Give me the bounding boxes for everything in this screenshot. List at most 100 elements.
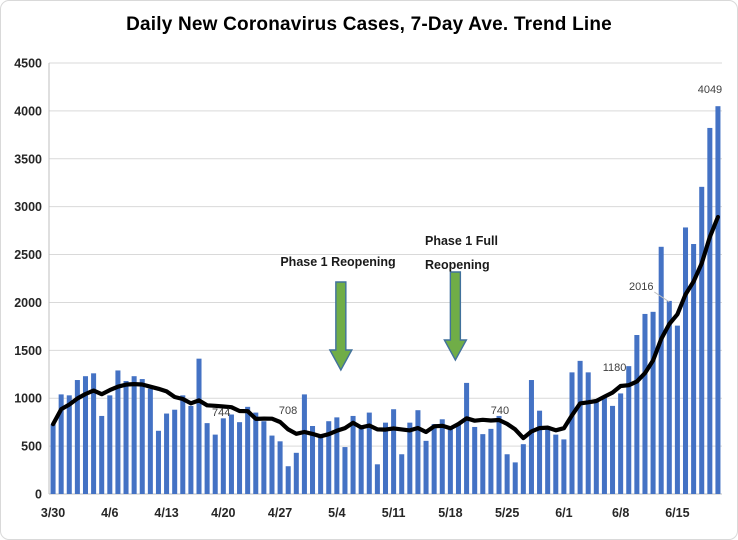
- bar: [115, 370, 121, 494]
- bar: [545, 425, 551, 494]
- x-axis-label: 4/20: [211, 506, 235, 520]
- x-axis-label: 6/8: [612, 506, 629, 520]
- y-axis-label: 500: [21, 440, 42, 454]
- chart-title: Daily New Coronavirus Cases, 7-Day Ave. …: [126, 14, 612, 35]
- y-axis-label: 1000: [14, 392, 42, 406]
- bar: [626, 366, 632, 494]
- y-axis-label: 2500: [14, 248, 42, 262]
- bar: [180, 395, 186, 494]
- bar: [423, 440, 429, 494]
- bar: [269, 435, 275, 494]
- bar: [618, 393, 624, 494]
- bar: [245, 406, 251, 494]
- bar: [293, 452, 299, 494]
- x-axis-label: 5/25: [495, 506, 519, 520]
- bar: [512, 462, 518, 494]
- bar: [131, 376, 137, 494]
- value-label: 4049: [698, 84, 722, 96]
- x-axis-label: 4/6: [101, 506, 118, 520]
- value-label: 2016: [629, 281, 653, 293]
- value-label: 740: [491, 405, 509, 417]
- bar: [537, 410, 543, 494]
- bar: [196, 358, 202, 494]
- bar: [488, 428, 494, 494]
- bar: [326, 421, 332, 494]
- bar: [658, 246, 664, 494]
- bar: [650, 311, 656, 494]
- x-axis-label: 5/18: [438, 506, 462, 520]
- annotation-label: Reopening: [425, 258, 490, 272]
- bar: [107, 395, 113, 494]
- bar: [350, 415, 356, 494]
- bar: [366, 412, 372, 494]
- x-axis-label: 4/27: [268, 506, 292, 520]
- x-axis-label: 6/1: [555, 506, 572, 520]
- bar: [691, 244, 697, 494]
- bar: [496, 415, 502, 494]
- value-label: 708: [279, 405, 297, 417]
- bar: [188, 405, 194, 494]
- annotations: Phase 1 Reopening Phase 1 Full Reopening: [280, 234, 498, 372]
- bar: [374, 464, 380, 494]
- bar: [464, 382, 470, 494]
- bar: [480, 434, 486, 494]
- bar: [391, 409, 397, 494]
- bar: [399, 454, 405, 494]
- bar: [715, 106, 721, 495]
- bar: [155, 430, 161, 494]
- bar: [642, 313, 648, 494]
- reopening-arrow-icon: [328, 281, 354, 372]
- bar: [172, 409, 178, 494]
- x-axis-label: 6/15: [665, 506, 689, 520]
- y-axis-labels: 0 500 1000 1500 2000 2500 3000 3500 4000 4500: [14, 57, 42, 502]
- bar: [601, 396, 607, 494]
- bar: [674, 325, 680, 494]
- annotation-label: Phase 1 Full: [425, 234, 498, 248]
- bar: [520, 444, 526, 494]
- bar: [91, 373, 97, 494]
- bar: [164, 413, 170, 494]
- x-axis-label: 5/4: [328, 506, 345, 520]
- bar: [593, 401, 599, 494]
- y-axis-label: 2000: [14, 296, 42, 310]
- annotation-label: Phase 1 Reopening: [280, 255, 395, 269]
- bar: [577, 360, 583, 494]
- bar: [682, 227, 689, 494]
- bar: [99, 415, 105, 494]
- bar: [237, 422, 243, 494]
- trend-line: [50, 214, 721, 441]
- x-axis-label: 4/13: [154, 506, 178, 520]
- bar: [285, 466, 291, 494]
- bar: [212, 434, 218, 494]
- y-axis-label: 3000: [14, 200, 42, 214]
- bar: [504, 454, 510, 494]
- bar: [455, 424, 461, 494]
- bar: [277, 441, 283, 494]
- bar: [228, 414, 234, 494]
- leader-line: [654, 291, 670, 303]
- bar: [318, 437, 324, 494]
- bar: [342, 447, 348, 494]
- x-axis-labels: 3/30 4/6 4/13 4/20 4/27 5/4 5/11 5/18 5/25 6/1 6/8…: [41, 506, 690, 520]
- bar: [666, 300, 672, 494]
- bar: [569, 372, 575, 494]
- x-axis-label: 3/30: [41, 506, 65, 520]
- bar: [472, 426, 478, 494]
- bar: [50, 424, 56, 494]
- bar: [528, 380, 534, 494]
- bar: [634, 335, 640, 494]
- value-label: 744: [212, 407, 230, 419]
- bar: [147, 388, 153, 494]
- y-axis-label: 3500: [14, 152, 42, 166]
- bar: [707, 127, 713, 495]
- bars-series: [50, 106, 721, 495]
- bar: [58, 394, 64, 494]
- bar: [74, 380, 80, 494]
- bar: [382, 422, 389, 494]
- value-label: 1180: [603, 362, 627, 374]
- bar: [204, 423, 210, 494]
- bar: [334, 417, 340, 494]
- y-axis-label: 1500: [14, 344, 42, 358]
